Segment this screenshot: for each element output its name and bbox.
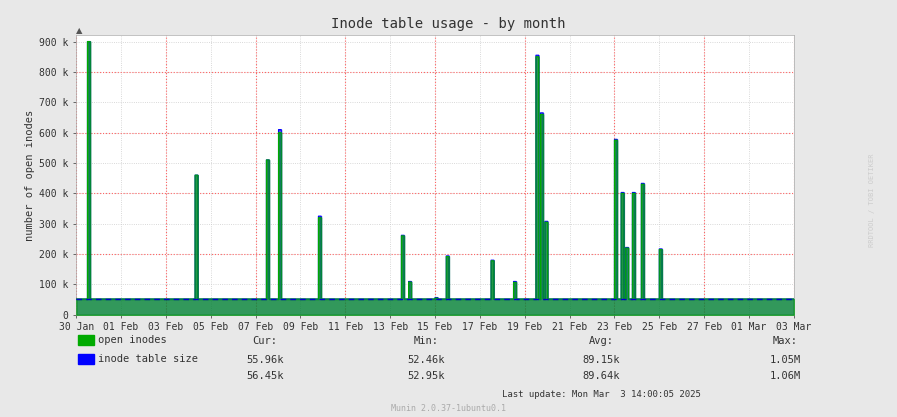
Text: 52.46k: 52.46k bbox=[407, 355, 445, 365]
Text: 52.95k: 52.95k bbox=[407, 372, 445, 382]
Text: 1.06M: 1.06M bbox=[770, 372, 800, 382]
Text: Last update: Mon Mar  3 14:00:05 2025: Last update: Mon Mar 3 14:00:05 2025 bbox=[501, 390, 701, 399]
Text: RRDTOOL / TOBI OETIKER: RRDTOOL / TOBI OETIKER bbox=[869, 153, 875, 247]
Text: ▲: ▲ bbox=[76, 26, 83, 35]
Text: Min:: Min: bbox=[414, 336, 439, 346]
Text: Cur:: Cur: bbox=[252, 336, 277, 346]
Text: 89.64k: 89.64k bbox=[582, 372, 620, 382]
Text: inode table size: inode table size bbox=[98, 354, 197, 364]
Text: Munin 2.0.37-1ubuntu0.1: Munin 2.0.37-1ubuntu0.1 bbox=[391, 404, 506, 413]
Text: open inodes: open inodes bbox=[98, 335, 167, 345]
Y-axis label: number of open inodes: number of open inodes bbox=[25, 110, 35, 241]
Text: Avg:: Avg: bbox=[588, 336, 614, 346]
Text: 1.05M: 1.05M bbox=[770, 355, 800, 365]
Text: Max:: Max: bbox=[772, 336, 797, 346]
Text: 55.96k: 55.96k bbox=[246, 355, 283, 365]
Text: 89.15k: 89.15k bbox=[582, 355, 620, 365]
Text: Inode table usage - by month: Inode table usage - by month bbox=[331, 17, 566, 31]
Text: 56.45k: 56.45k bbox=[246, 372, 283, 382]
